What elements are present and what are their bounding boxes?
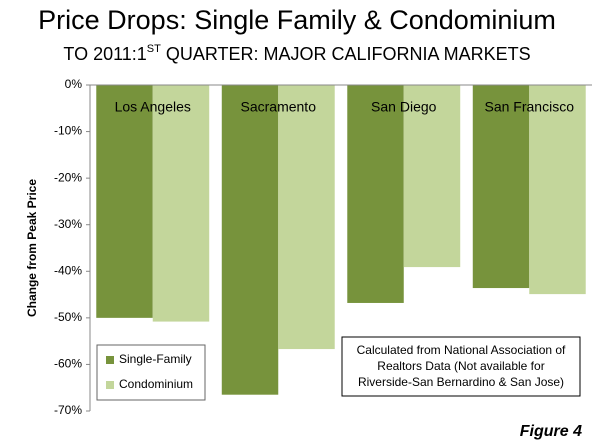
annotation-line: Calculated from National Association of xyxy=(357,343,566,357)
y-axis-label: Change from Peak Price xyxy=(25,179,39,317)
y-tick-label: -40% xyxy=(54,263,82,277)
y-tick-label: 0% xyxy=(65,77,83,91)
bar xyxy=(278,85,335,350)
subtitle-sup: ST xyxy=(147,43,161,55)
bar xyxy=(529,85,586,295)
subtitle-part: QUARTER: MAJOR CALIFORNIA MARKETS xyxy=(161,44,531,64)
annotation-box xyxy=(341,336,581,397)
chart-subtitle: TO 2011:1ST QUARTER: MAJOR CALIFORNIA MA… xyxy=(63,43,530,64)
bar xyxy=(221,85,279,395)
figure-label: Figure 4 xyxy=(520,423,582,440)
y-tick-label: -60% xyxy=(54,357,82,371)
legend-box xyxy=(96,344,206,401)
category-label: Sacramento xyxy=(241,99,317,115)
bar xyxy=(152,85,210,322)
annotation-line: Riverside-San Bernardino & San Jose) xyxy=(358,375,564,389)
subtitle-part: TO 2011:1 xyxy=(63,44,146,64)
y-tick-label: -50% xyxy=(54,310,82,324)
category-label: Los Angeles xyxy=(115,99,191,115)
y-tick-label: -30% xyxy=(54,217,82,231)
y-tick-label: -20% xyxy=(54,170,82,184)
category-label: San Francisco xyxy=(485,99,575,115)
bar xyxy=(96,85,153,318)
y-tick-label: -70% xyxy=(54,403,82,417)
bar xyxy=(472,85,530,289)
chart-title: Price Drops: Single Family & Condominium xyxy=(38,5,556,35)
bar xyxy=(347,85,404,303)
y-tick-label: -10% xyxy=(54,124,82,138)
bar xyxy=(403,85,461,268)
legend-label: Single-Family xyxy=(119,352,192,366)
legend-label: Condominium xyxy=(119,377,193,391)
legend-swatch xyxy=(106,356,114,364)
legend-swatch xyxy=(106,381,114,389)
annotation-line: Realtors Data (Not available for xyxy=(377,359,544,373)
category-label: San Diego xyxy=(371,99,437,115)
